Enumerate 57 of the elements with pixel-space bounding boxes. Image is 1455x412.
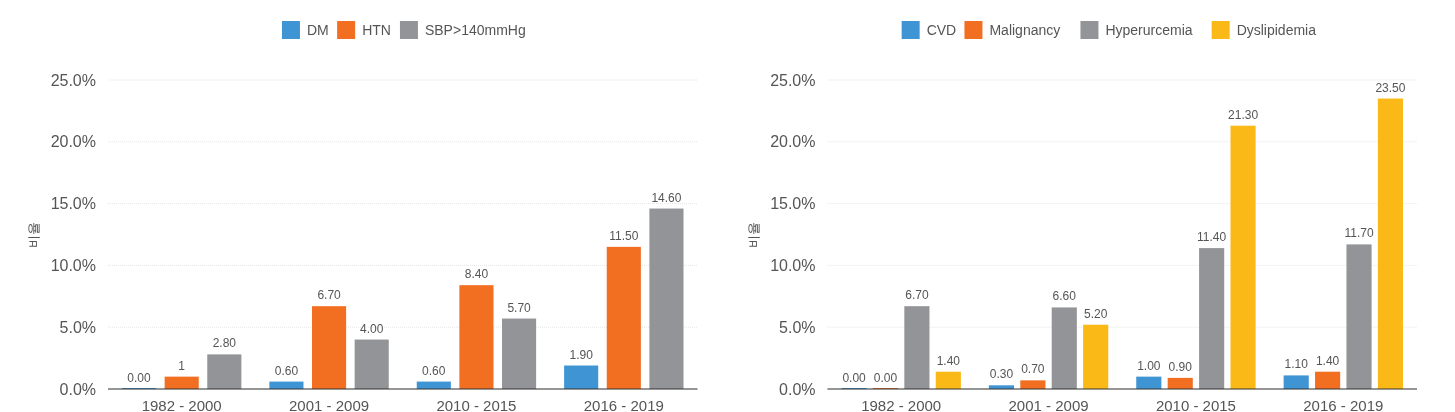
data-label: 0.30 — [989, 367, 1014, 382]
data-label: 1.00 — [1137, 358, 1161, 373]
data-label: 4.00 — [360, 321, 384, 336]
legend-label: DM — [306, 21, 329, 38]
y-tick-label: 25.0% — [50, 71, 96, 89]
y-axis-title: 비율 — [745, 221, 761, 248]
data-label: 0.00 — [842, 371, 867, 385]
data-label: 0.70 — [1021, 362, 1045, 377]
data-label: 21.30 — [1228, 107, 1259, 122]
data-label: 2.80 — [212, 336, 237, 351]
y-tick-label: 25.0% — [770, 71, 816, 89]
legend-label: CVD — [926, 21, 957, 38]
x-tick-label: 2001 - 2009 — [1008, 397, 1089, 412]
data-label: 1.90 — [569, 347, 594, 362]
x-tick-label: 2010 - 2015 — [1155, 397, 1236, 412]
legend-label: Malignancy — [989, 21, 1061, 38]
data-label: 1 — [178, 358, 186, 373]
y-tick-label: 20.0% — [50, 133, 96, 151]
y-tick-label: 0.0% — [59, 380, 96, 398]
y-tick-label: 10.0% — [770, 257, 816, 274]
data-label: 6.70 — [317, 288, 342, 303]
y-tick-label: 20.0% — [770, 133, 816, 151]
y-tick-label: 0.0% — [779, 380, 816, 398]
data-label: 1.40 — [936, 353, 961, 368]
legend-label: HTN — [362, 21, 391, 38]
y-tick-label: 15.0% — [50, 195, 96, 213]
x-tick-label: 1982 - 2000 — [141, 397, 222, 412]
y-tick-label: 5.0% — [59, 318, 96, 336]
x-tick-label: 2016 - 2019 — [1303, 397, 1384, 412]
data-label: 1.10 — [1284, 357, 1309, 372]
legend-label: SBP>140mmHg — [424, 21, 526, 38]
data-label: 11.40 — [1197, 230, 1227, 245]
x-tick-label: 1982 - 2000 — [861, 397, 942, 412]
data-label: 11.70 — [1344, 226, 1374, 241]
data-label: 14.60 — [651, 190, 682, 205]
data-label: 5.20 — [1084, 306, 1108, 321]
data-label: 0.60 — [422, 363, 446, 378]
data-label: 11.50 — [609, 228, 639, 243]
legend-label: Hyperurcemia — [1105, 21, 1193, 38]
x-tick-label: 2001 - 2009 — [289, 397, 370, 412]
data-label: 1.40 — [1315, 353, 1340, 368]
data-label: 5.70 — [507, 300, 532, 315]
data-label: 6.70 — [905, 288, 929, 303]
data-label: 0.00 — [873, 371, 898, 385]
legend-label: Dyslipidemia — [1236, 21, 1317, 38]
data-label: 23.50 — [1375, 80, 1406, 95]
y-tick-label: 10.0% — [50, 257, 96, 274]
x-tick-label: 2016 - 2019 — [583, 397, 664, 412]
data-label: 6.60 — [1052, 289, 1077, 304]
x-tick-label: 2010 - 2015 — [436, 397, 517, 412]
data-label: 0.00 — [127, 371, 152, 385]
y-axis-title: 비율 — [26, 221, 41, 248]
y-tick-label: 15.0% — [770, 195, 816, 213]
data-label: 0.90 — [1168, 359, 1193, 374]
data-label: 0.60 — [274, 363, 299, 378]
data-label: 8.40 — [464, 267, 489, 282]
y-tick-label: 5.0% — [779, 318, 816, 336]
